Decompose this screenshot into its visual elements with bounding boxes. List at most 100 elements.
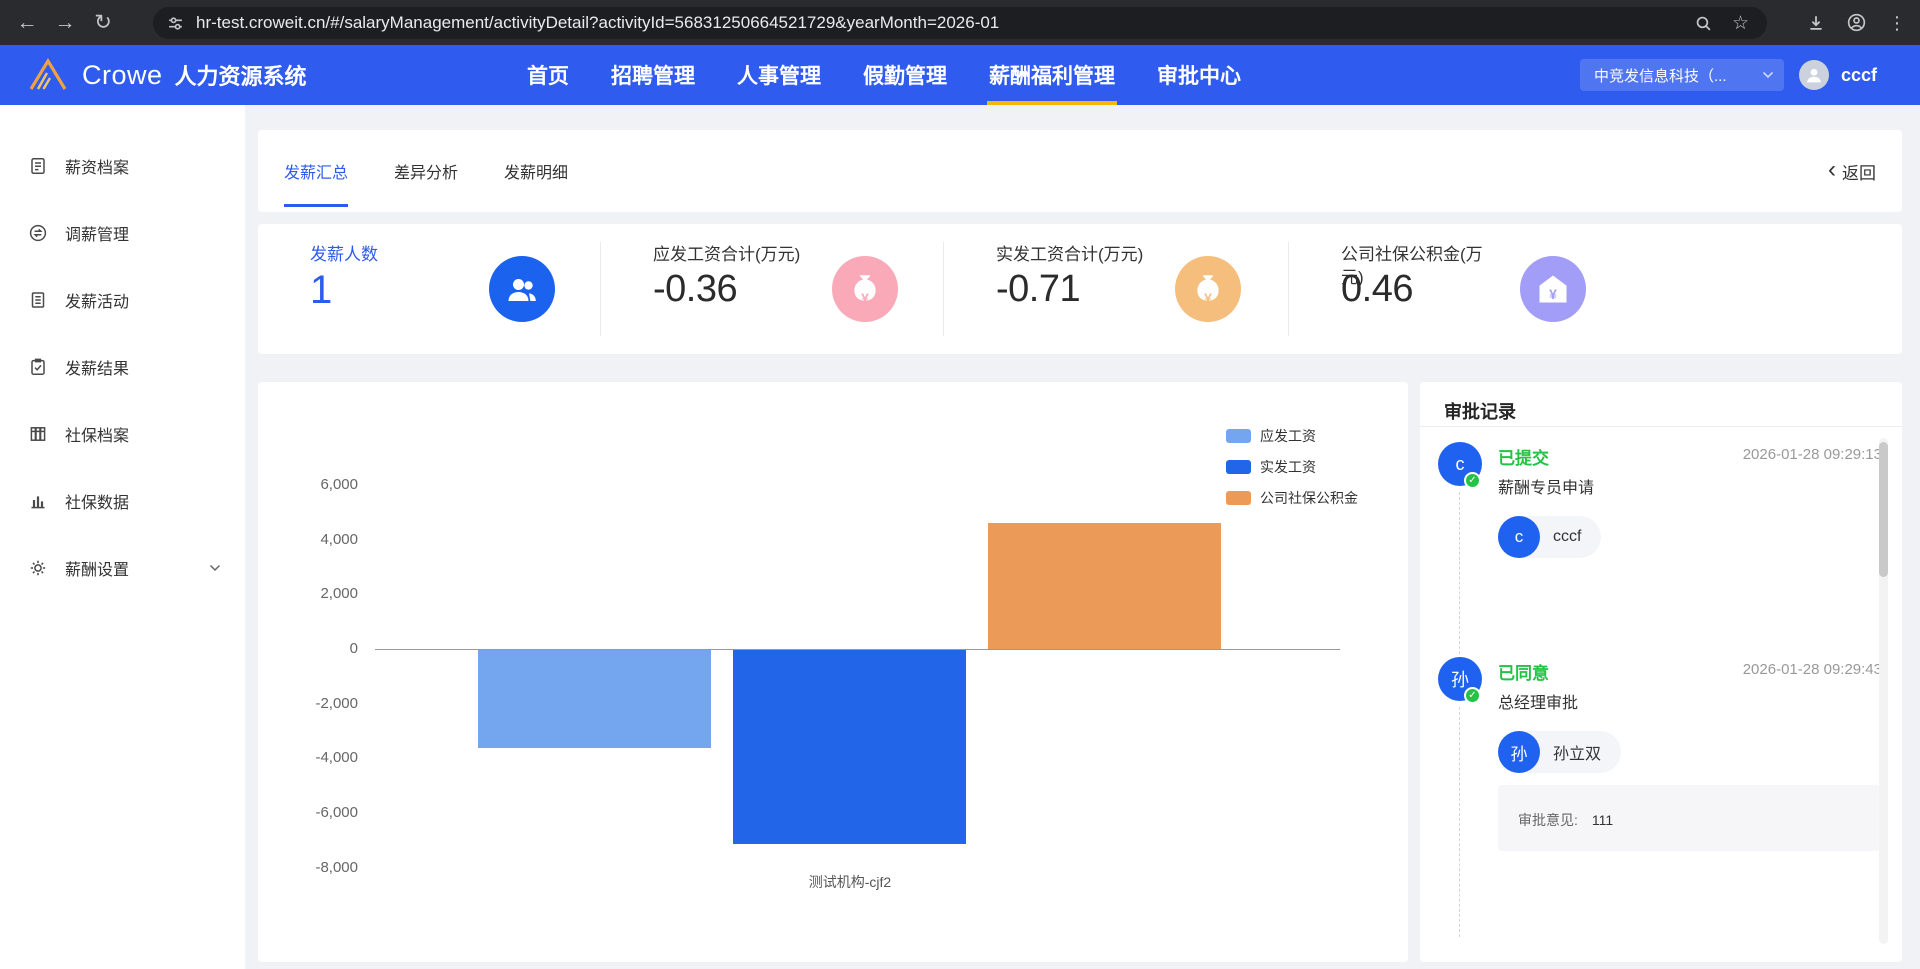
timeline-dashed-line xyxy=(1459,707,1460,937)
nav-item-personnel[interactable]: 人事管理 xyxy=(737,65,821,88)
nav-item-attendance[interactable]: 假勤管理 xyxy=(863,65,947,88)
divider xyxy=(600,242,601,336)
sidebar: 薪资档案 调薪管理 发薪活动 发薪结果 社保档案 社保数据 薪酬设置 xyxy=(0,105,245,969)
tab-payroll-summary[interactable]: 发薪汇总 xyxy=(284,130,349,212)
stat-value: 0.46 xyxy=(1341,268,1413,310)
people-icon xyxy=(489,256,555,322)
chart-bar-2 xyxy=(733,650,966,845)
legend-item[interactable]: 应发工资 xyxy=(1226,426,1358,446)
stat-gross-pay: 应发工资合计(万元) -0.36 ¥ xyxy=(601,224,944,354)
legend-item[interactable]: 公司社保公积金 xyxy=(1226,488,1358,508)
product-name: 人力资源系统 xyxy=(174,64,307,89)
legend-swatch xyxy=(1226,429,1251,443)
house-fund-icon: ¥ xyxy=(1520,256,1586,322)
brand-name: Crowe xyxy=(82,59,163,90)
stat-value: -0.71 xyxy=(996,268,1081,310)
y-axis-tick-label: -6,000 xyxy=(315,804,358,822)
bookmark-star-icon[interactable]: ☆ xyxy=(1731,12,1749,34)
tab-difference-analysis[interactable]: 差异分析 xyxy=(394,165,459,182)
sidebar-item-social-archive[interactable]: 社保档案 xyxy=(0,400,245,467)
divider xyxy=(1288,242,1289,336)
back-label: 返回 xyxy=(1842,163,1876,183)
chart-bar-3 xyxy=(988,523,1221,649)
site-info-icon[interactable] xyxy=(167,15,184,32)
zoom-icon[interactable] xyxy=(1695,15,1712,32)
avatar: 孙 xyxy=(1498,731,1540,773)
browser-menu-icon[interactable]: ⋮ xyxy=(1888,12,1906,33)
y-axis-tick-label: 4,000 xyxy=(320,530,358,548)
timestamp: 2026-01-28 09:29:13 xyxy=(1742,446,1882,463)
chevron-left-icon: ‹ xyxy=(1828,155,1836,183)
sidebar-item-social-data[interactable]: 社保数据 xyxy=(0,467,245,534)
scrollbar-track xyxy=(1879,438,1888,944)
x-axis-category-label: 测试机构-cjf2 xyxy=(808,874,892,890)
y-axis-tick-label: 0 xyxy=(349,640,358,657)
status-badge: 已同意 xyxy=(1498,664,1549,683)
user-name: cccf xyxy=(1841,64,1878,85)
payroll-bar-chart: 应发工资实发工资公司社保公积金 测试机构-cjf2 6,000 4,000 2,00… xyxy=(258,382,1408,962)
divider xyxy=(943,242,944,336)
stat-paid-headcount: 发薪人数 1 xyxy=(258,224,601,354)
comment-value: 111 xyxy=(1591,812,1614,828)
legend-item[interactable]: 实发工资 xyxy=(1226,457,1358,477)
address-bar[interactable]: hr-test.croweit.cn/#/salaryManagement/ac… xyxy=(153,7,1767,39)
back-button[interactable]: ‹ 返回 xyxy=(1828,130,1876,212)
approval-records-card: 审批记录 c ✓ 已提交 2026-01-28 09:29:13 薪酬专员申请 … xyxy=(1420,382,1902,962)
bar-chart-icon xyxy=(28,491,48,511)
stat-net-pay: 实发工资合计(万元) -0.71 ¥ xyxy=(944,224,1287,354)
chart-bar-1 xyxy=(478,650,711,749)
nav-item-salary-benefits[interactable]: 薪酬福利管理 xyxy=(987,45,1117,105)
comment-label: 审批意见: xyxy=(1518,812,1578,828)
gear-icon xyxy=(28,558,48,578)
divider xyxy=(1420,426,1902,427)
brand-area: Crowe 人力资源系统 xyxy=(28,45,307,105)
company-select[interactable]: 中竞发信息科技（... xyxy=(1580,59,1784,91)
legend-label: 实发工资 xyxy=(1260,459,1316,475)
chevron-down-icon[interactable] xyxy=(209,564,221,572)
y-axis-tick-label: 2,000 xyxy=(320,585,358,603)
detail-tabs: 发薪汇总 差异分析 发薪明细 xyxy=(284,130,568,212)
crowe-logo xyxy=(28,58,70,92)
scrollbar-thumb[interactable] xyxy=(1879,442,1888,577)
download-icon[interactable] xyxy=(1807,14,1825,32)
sidebar-item-payroll-activity[interactable]: 发薪活动 xyxy=(0,266,245,333)
clipboard-check-icon xyxy=(28,357,48,377)
status-badge: 已提交 xyxy=(1498,449,1549,468)
swap-arrows-icon xyxy=(28,223,48,243)
legend-swatch xyxy=(1226,491,1251,505)
company-select-value: 中竞发信息科技（... xyxy=(1594,67,1727,85)
legend-label: 应发工资 xyxy=(1260,428,1316,444)
money-bag-icon: ¥ xyxy=(832,256,898,322)
nav-item-home[interactable]: 首页 xyxy=(527,65,569,88)
timestamp: 2026-01-28 09:29:43 xyxy=(1742,661,1882,678)
url-text[interactable]: hr-test.croweit.cn/#/salaryManagement/ac… xyxy=(196,13,1000,32)
browser-forward-icon[interactable]: → xyxy=(54,10,76,34)
sidebar-item-salary-settings[interactable]: 薪酬设置 xyxy=(0,534,245,601)
avatar: 孙 xyxy=(1438,657,1482,701)
profile-icon[interactable] xyxy=(1847,13,1866,32)
check-badge-icon: ✓ xyxy=(1464,472,1481,489)
user-avatar xyxy=(1799,60,1829,90)
stat-value: 1 xyxy=(310,268,332,312)
stat-company-social-fund: 公司社保公积金(万元) 0.46 ¥ xyxy=(1289,224,1632,354)
tab-payroll-detail[interactable]: 发薪明细 xyxy=(504,165,569,182)
sidebar-item-payroll-result[interactable]: 发薪结果 xyxy=(0,333,245,400)
timeline-dashed-line xyxy=(1459,492,1460,654)
archive-icon xyxy=(28,424,48,444)
step-name: 总经理审批 xyxy=(1498,695,1579,712)
nav-item-approval-center[interactable]: 审批中心 xyxy=(1157,65,1241,88)
browser-reload-icon[interactable]: ↻ xyxy=(94,11,112,34)
sidebar-item-salary-adjust[interactable]: 调薪管理 xyxy=(0,199,245,266)
y-axis-tick-label: 6,000 xyxy=(320,475,358,493)
user-area[interactable]: cccf xyxy=(1799,45,1877,105)
avatar: c xyxy=(1498,516,1540,558)
person-pill: c cccf xyxy=(1498,516,1602,558)
y-axis-tick-label: -8,000 xyxy=(315,858,358,876)
nav-item-recruitment[interactable]: 招聘管理 xyxy=(611,65,695,88)
browser-toolbar: ← → ↻ hr-test.croweit.cn/#/salaryManagem… xyxy=(0,0,1920,45)
person-name: 孙立双 xyxy=(1553,746,1602,763)
sidebar-item-salary-archive[interactable]: 薪资档案 xyxy=(0,132,245,199)
step-name: 薪酬专员申请 xyxy=(1498,480,1595,497)
browser-back-icon[interactable]: ← xyxy=(16,10,38,34)
detail-tabs-card: 发薪汇总 差异分析 发薪明细 ‹ 返回 xyxy=(258,130,1902,212)
